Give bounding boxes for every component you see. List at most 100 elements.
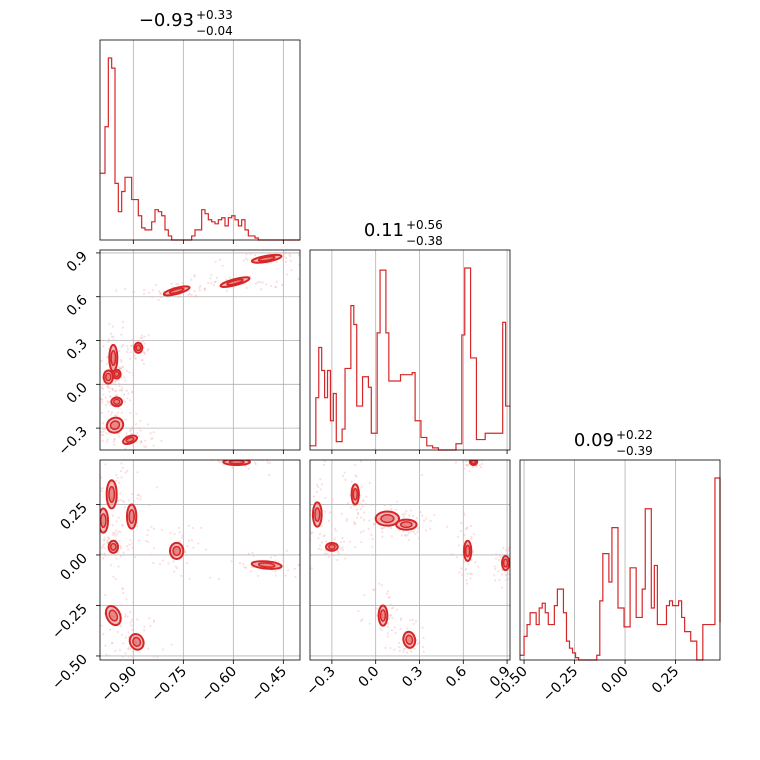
sample-point: [471, 456, 473, 458]
sample-point: [400, 617, 403, 620]
sample-point: [361, 500, 364, 503]
density-contour-inner: [108, 485, 116, 503]
sample-point: [92, 393, 94, 395]
sample-point: [218, 258, 222, 261]
x-tick-label: −0.60: [199, 664, 241, 706]
sample-point: [103, 428, 106, 431]
sample-point: [96, 479, 98, 481]
sample-point: [370, 533, 373, 537]
sample-point: [425, 517, 428, 520]
sample-point: [97, 375, 99, 377]
sample-point: [112, 367, 115, 370]
sample-point: [109, 413, 112, 416]
sample-point: [109, 395, 112, 399]
sample-point: [305, 511, 307, 513]
sample-point: [398, 649, 401, 653]
sample-point: [212, 283, 215, 287]
sample-point: [187, 539, 191, 542]
sample-point: [423, 519, 426, 522]
sample-point: [111, 325, 115, 328]
sample-point: [97, 370, 99, 372]
sample-point: [114, 578, 117, 581]
sample-point: [144, 539, 148, 543]
sample-point: [122, 499, 125, 503]
sample-point: [120, 388, 123, 392]
sample-point: [131, 426, 134, 429]
sample-point: [463, 513, 466, 516]
sample-point: [143, 351, 146, 354]
sample-point: [422, 636, 425, 640]
sample-point: [110, 502, 113, 505]
sample-point: [402, 515, 405, 518]
sample-point: [115, 557, 118, 560]
sample-point: [93, 614, 95, 616]
density-contour-outer: [105, 416, 125, 434]
sample-point: [390, 607, 394, 610]
sample-point: [146, 534, 149, 537]
sample-point: [100, 487, 102, 490]
axes-frame: [99, 39, 301, 241]
sample-point: [136, 494, 139, 497]
sample-point: [317, 570, 319, 572]
sample-point: [376, 607, 379, 610]
sample-point: [502, 546, 505, 550]
sample-point: [470, 558, 473, 562]
sample-point: [131, 390, 134, 393]
sample-point: [158, 563, 162, 566]
sample-point: [132, 291, 136, 294]
sample-point: [100, 489, 103, 492]
sample-point: [465, 460, 468, 463]
density-contour-inner: [257, 562, 276, 568]
sample-point: [140, 336, 144, 339]
sample-point: [350, 480, 353, 483]
sample-point: [140, 334, 143, 337]
sample-point: [459, 529, 462, 533]
sample-point: [95, 609, 97, 611]
sample-point: [137, 539, 140, 542]
sample-point: [108, 390, 111, 393]
sample-point: [128, 646, 131, 649]
sample-point: [357, 610, 360, 613]
sample-point: [333, 527, 337, 530]
sample-point: [457, 535, 460, 538]
sample-point: [354, 546, 357, 549]
sample-point: [379, 627, 382, 630]
sample-point: [107, 340, 110, 343]
density-contour-inner: [110, 542, 117, 551]
sample-point: [142, 292, 146, 295]
sample-point: [116, 499, 120, 502]
sample-point: [177, 282, 180, 286]
sample-point: [480, 466, 483, 469]
axes-frame: [309, 459, 511, 661]
sample-point: [124, 471, 127, 474]
x-tick-label: 0.0: [355, 664, 382, 691]
sample-point: [226, 455, 228, 457]
sample-point: [247, 552, 250, 555]
sample-point: [289, 255, 292, 258]
sample-point: [142, 362, 145, 365]
sample-point: [125, 350, 129, 354]
sample-point: [148, 291, 151, 295]
sample-point: [126, 469, 129, 473]
density-contour-outer: [128, 632, 145, 651]
sample-point: [109, 628, 112, 631]
axes-frame: [519, 459, 721, 661]
sample-point: [131, 655, 134, 658]
sample-point: [106, 538, 109, 542]
sample-point: [101, 521, 104, 524]
sample-point: [471, 465, 475, 468]
sample-point: [127, 647, 130, 650]
sample-point: [129, 428, 132, 431]
sample-point: [132, 371, 135, 374]
sample-point: [129, 539, 132, 542]
sample-point: [104, 554, 107, 557]
sample-point: [121, 326, 124, 329]
sample-point: [120, 411, 123, 414]
sample-point: [129, 611, 132, 614]
sample-point: [139, 336, 142, 340]
param-title: 0.11 +0.56 −0.38: [364, 218, 443, 248]
sample-point: [384, 646, 387, 649]
density-contour-inner: [464, 544, 471, 558]
sample-point: [173, 549, 176, 552]
sample-point: [465, 582, 469, 585]
